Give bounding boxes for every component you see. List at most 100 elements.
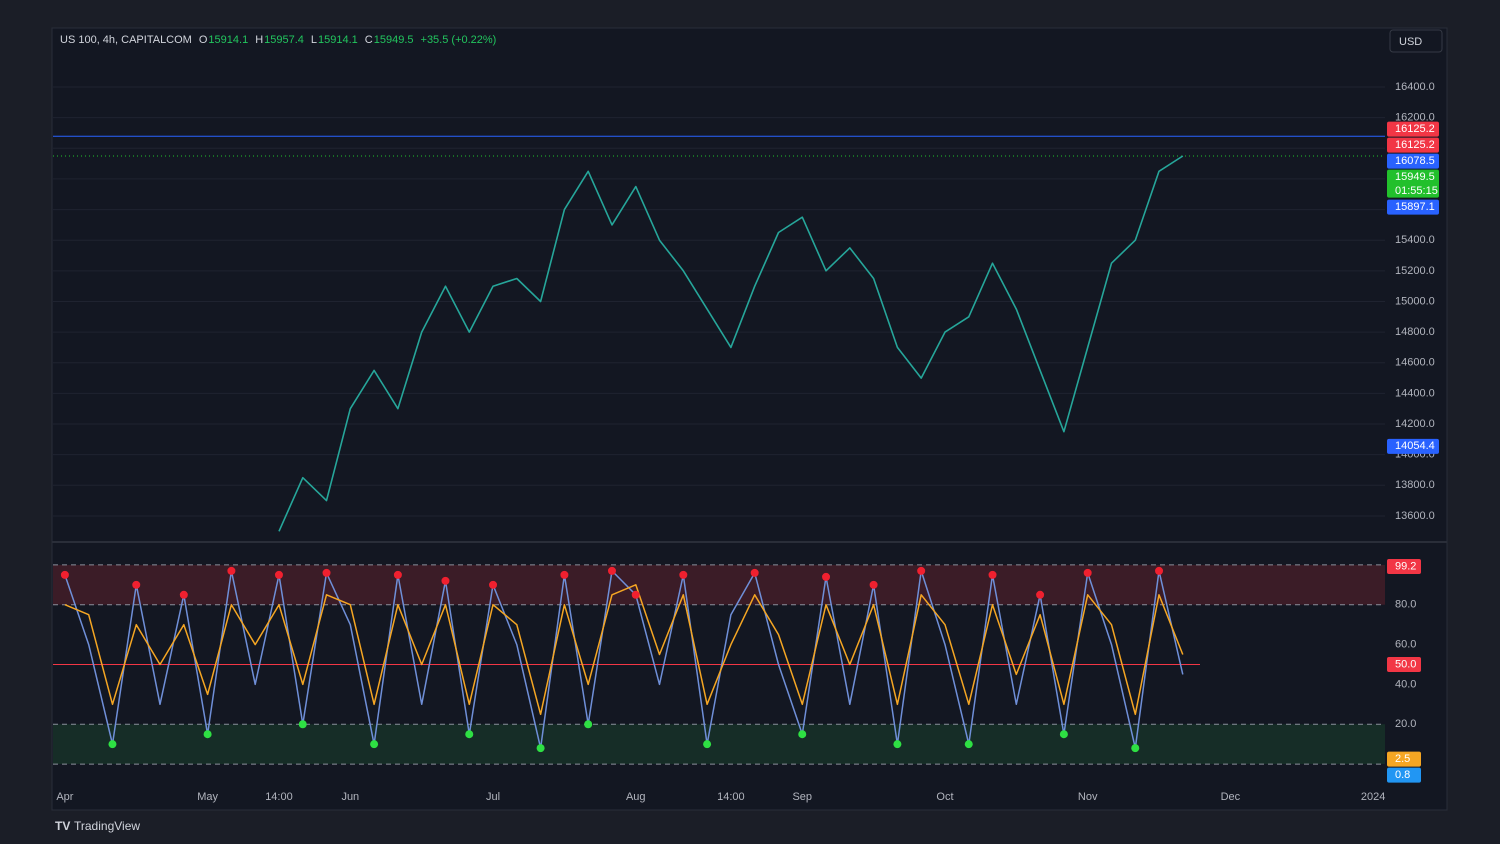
series-line (64, 584, 1184, 716)
series-line (64, 570, 1184, 749)
signal-dot (441, 576, 450, 585)
symbol: US 100, 4h, CAPITALCOM (60, 34, 192, 46)
signal-dot (822, 572, 831, 581)
value-marker (1387, 656, 1421, 672)
x-tick-label: Dec (1221, 791, 1241, 803)
value-marker-label: 50.0 (1395, 658, 1416, 670)
signal-dot (750, 568, 759, 577)
ohlc-value: 15914.1 (208, 34, 248, 46)
signal-dot (869, 580, 878, 589)
price-marker (1387, 137, 1439, 153)
countdown: 01:55:15 (1395, 185, 1438, 197)
signal-dot (560, 570, 569, 579)
ohlc-key: O (199, 34, 208, 46)
signal-dot (60, 570, 69, 579)
x-tick-label: 14:00 (717, 791, 745, 803)
signal-dot (1131, 744, 1140, 753)
x-tick-label: Oct (936, 791, 953, 803)
x-tick-label: 2024 (1361, 791, 1385, 803)
price-marker-label: 16078.5 (1395, 155, 1435, 167)
currency[interactable]: USD (1399, 36, 1422, 48)
value-marker (1387, 751, 1421, 767)
price-marker-label: 15949.5 (1395, 171, 1435, 183)
brand: TradingView (74, 819, 140, 833)
y-tick-label: 15400.0 (1395, 234, 1435, 246)
currency-button[interactable] (1389, 29, 1443, 53)
price-marker (1387, 199, 1439, 215)
y-tick-label: 14200.0 (1395, 418, 1435, 430)
x-tick-label: Sep (792, 791, 812, 803)
x-tick-label: Nov (1078, 791, 1098, 803)
change: +35.5 (+0.22%) (421, 34, 497, 46)
ohlc-value: 15957.4 (264, 34, 304, 46)
signal-dot (631, 590, 640, 599)
value-marker-label: 2.5 (1395, 753, 1410, 765)
series-line (278, 155, 1184, 532)
price-marker-label: 15897.1 (1395, 201, 1435, 213)
price-marker-label: 16125.2 (1395, 139, 1435, 151)
value-marker-label: 99.2 (1395, 560, 1416, 572)
signal-dot (798, 730, 807, 739)
signal-dot (536, 744, 545, 753)
y-tick-label: 80.0 (1395, 599, 1416, 611)
signal-dot (893, 740, 902, 749)
signal-dot (322, 568, 331, 577)
ohlc-key: L (311, 34, 317, 46)
signal-dot (917, 566, 926, 575)
y-tick-label: 15000.0 (1395, 295, 1435, 307)
y-tick-label: 60.0 (1395, 638, 1416, 650)
price-marker (1387, 153, 1439, 169)
signal-dot (179, 590, 188, 599)
ohlc-key: C (365, 34, 373, 46)
signal-dot (607, 566, 616, 575)
x-tick-label: Jul (486, 791, 500, 803)
y-tick-label: 14400.0 (1395, 387, 1435, 399)
y-tick-label: 14800.0 (1395, 326, 1435, 338)
y-tick-label: 13800.0 (1395, 479, 1435, 491)
signal-dot (108, 740, 117, 749)
signal-dot (1083, 568, 1092, 577)
signal-dot (1059, 730, 1068, 739)
signal-dot (1155, 566, 1164, 575)
signal-dot (964, 740, 973, 749)
signal-dot (274, 570, 283, 579)
price-marker-label: 16125.2 (1395, 123, 1435, 135)
y-tick-label: 20.0 (1395, 718, 1416, 730)
signal-dot (679, 570, 688, 579)
y-tick-label: 15200.0 (1395, 265, 1435, 277)
y-tick-label: 40.0 (1395, 678, 1416, 690)
signal-dot (227, 566, 236, 575)
signal-dot (988, 570, 997, 579)
zone-band (53, 724, 1385, 765)
y-tick-label: 16200.0 (1395, 112, 1435, 124)
signal-dot (203, 730, 212, 739)
ohlc-value: 15914.1 (318, 34, 358, 46)
value-marker-label: 0.8 (1395, 769, 1410, 781)
signal-dot (584, 720, 593, 729)
brand-logo: TV (55, 819, 70, 833)
signal-dot (132, 580, 141, 589)
ohlc-value: 15949.5 (374, 34, 414, 46)
chart-panel (51, 27, 1448, 811)
signal-dot (393, 570, 402, 579)
zone-band (53, 564, 1385, 605)
x-tick-label: May (197, 791, 218, 803)
value-marker (1387, 559, 1421, 575)
y-tick-label: 14600.0 (1395, 357, 1435, 369)
value-marker (1387, 767, 1421, 783)
price-marker-label: 14054.4 (1395, 440, 1435, 452)
signal-dot (465, 730, 474, 739)
x-tick-label: 14:00 (265, 791, 293, 803)
ohlc-key: H (255, 34, 263, 46)
price-marker (1387, 169, 1439, 198)
x-tick-label: Aug (626, 791, 646, 803)
y-tick-label: 16400.0 (1395, 81, 1435, 93)
signal-dot (298, 720, 307, 729)
price-marker (1387, 438, 1439, 454)
price-marker (1387, 121, 1439, 137)
signal-dot (1036, 590, 1045, 599)
y-tick-label: 13600.0 (1395, 510, 1435, 522)
x-tick-label: Apr (56, 791, 73, 803)
